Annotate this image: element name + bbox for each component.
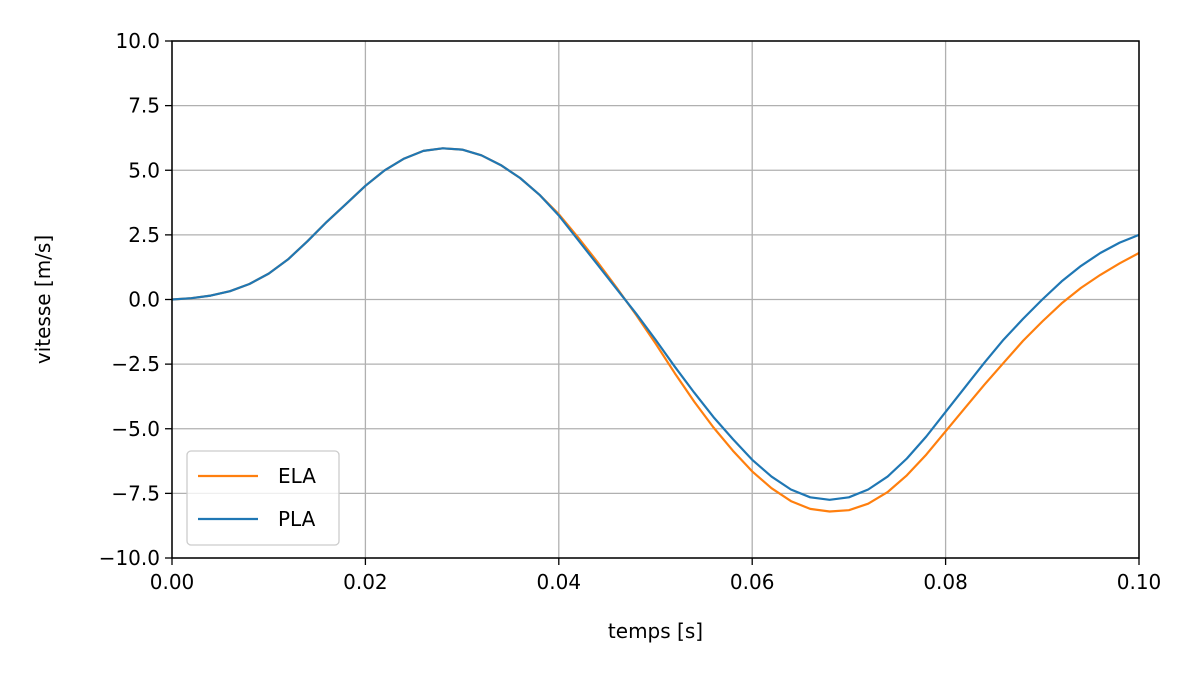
y-tick-label: 7.5: [128, 94, 160, 118]
y-tick-label: −7.5: [111, 481, 160, 505]
x-tick-label: 0.08: [923, 570, 968, 594]
series-line-pla: [171, 147, 1140, 501]
legend: ELA PLA: [186, 450, 340, 546]
x-tick-label: 0.06: [730, 570, 775, 594]
series-layer: [171, 147, 1140, 513]
x-tick-label: 0.00: [150, 570, 195, 594]
x-tick-label: 0.02: [343, 570, 388, 594]
legend-box: [186, 450, 340, 546]
y-tick-label: −2.5: [111, 352, 160, 376]
legend-label-pla: PLA: [278, 507, 316, 531]
y-tick-label: −5.0: [111, 417, 160, 441]
y-tick-label: −10.0: [99, 546, 160, 570]
x-tick-label: 0.10: [1117, 570, 1162, 594]
legend-label-ela: ELA: [278, 464, 316, 488]
x-axis: 0.00 0.02 0.04 0.06 0.08 0.10: [150, 558, 1162, 594]
y-tick-label: 5.0: [128, 158, 160, 182]
y-tick-label: 0.0: [128, 288, 160, 312]
y-axis: −10.0 −7.5 −5.0 −2.5 0.0 2.5 5.0 7.5 10.0: [99, 29, 172, 570]
x-axis-title: temps [s]: [608, 619, 703, 643]
y-tick-label: 10.0: [115, 29, 160, 53]
x-tick-label: 0.04: [537, 570, 582, 594]
y-axis-title: vitesse [m/s]: [31, 235, 55, 364]
y-tick-label: 2.5: [128, 223, 160, 247]
